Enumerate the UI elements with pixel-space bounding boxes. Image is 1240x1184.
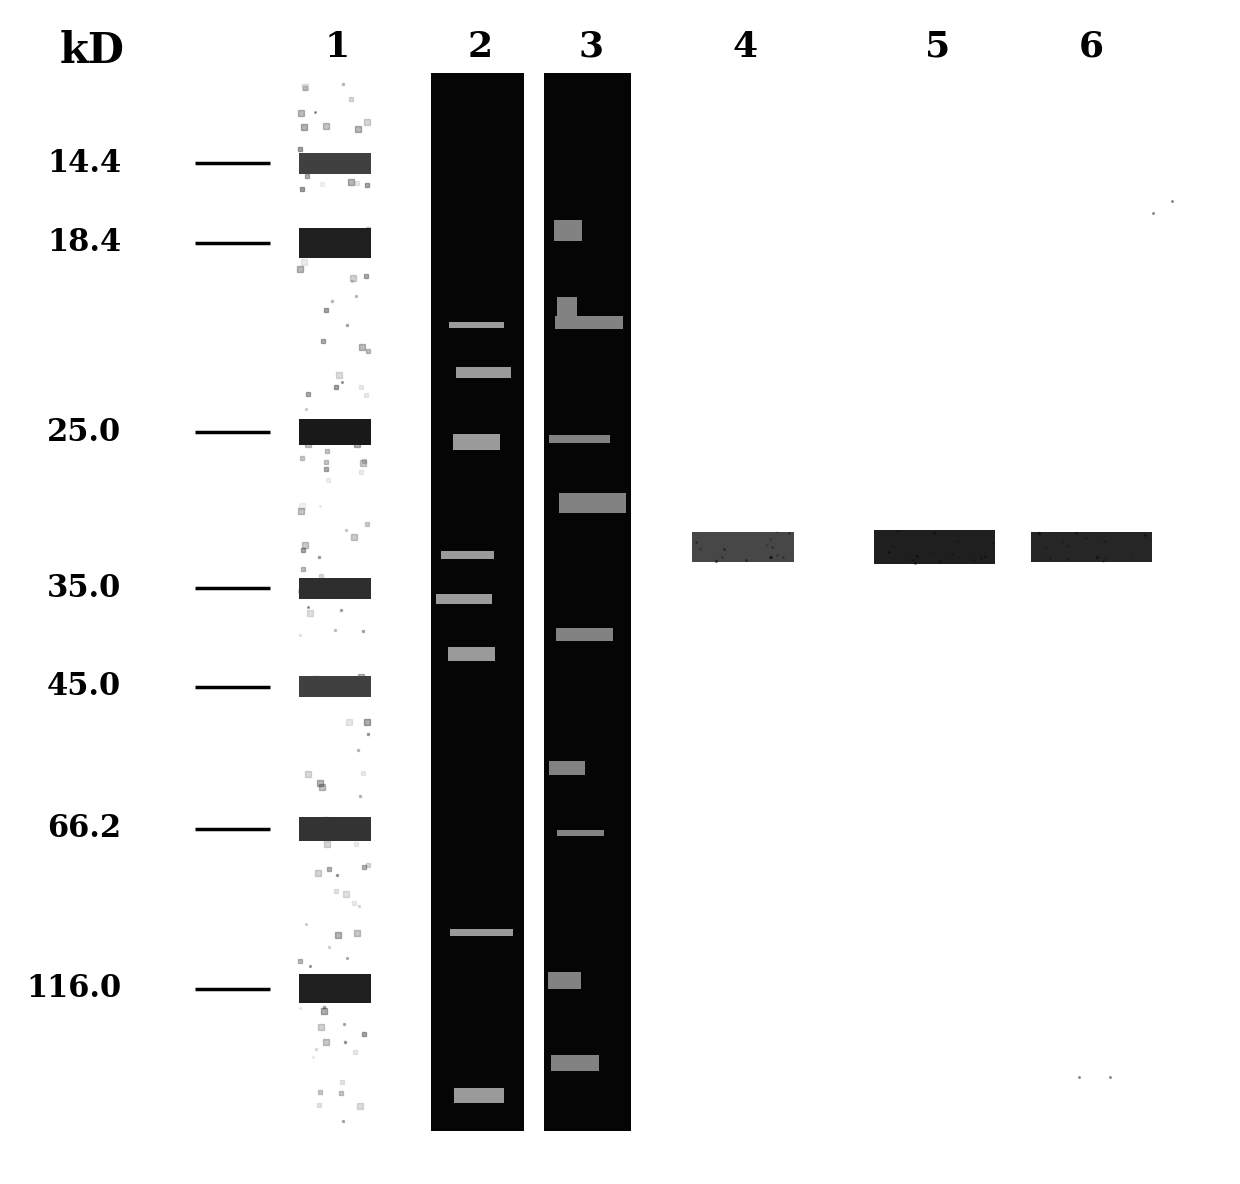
Bar [299, 227, 371, 258]
Bar [559, 494, 626, 513]
Text: 66.2: 66.2 [47, 813, 122, 844]
Bar [556, 629, 613, 642]
Bar [299, 419, 371, 445]
Text: 6: 6 [1079, 30, 1105, 64]
Bar [449, 322, 505, 328]
Text: 35.0: 35.0 [47, 573, 122, 604]
Bar [299, 578, 371, 599]
Bar [558, 297, 577, 316]
Bar [692, 532, 794, 561]
Text: 14.4: 14.4 [47, 148, 122, 179]
Bar [556, 316, 624, 329]
Bar [299, 973, 371, 1004]
Bar [558, 830, 604, 836]
Bar [454, 433, 501, 450]
Bar [450, 928, 513, 937]
Bar [548, 972, 580, 989]
Text: 2: 2 [467, 30, 492, 64]
Bar [551, 1055, 599, 1070]
Bar [436, 593, 492, 604]
Bar [299, 817, 371, 841]
Text: 116.0: 116.0 [26, 973, 122, 1004]
Text: 25.0: 25.0 [47, 417, 122, 448]
Bar [454, 1088, 503, 1103]
Text: 3: 3 [578, 30, 604, 64]
Bar [299, 153, 371, 174]
Bar [549, 435, 610, 443]
Text: kD: kD [60, 30, 124, 71]
Bar [1032, 532, 1152, 562]
Bar [432, 73, 523, 1131]
Text: 4: 4 [733, 30, 758, 64]
Bar [544, 73, 631, 1131]
Bar [548, 761, 585, 774]
Text: 45.0: 45.0 [47, 671, 122, 702]
Text: 1: 1 [325, 30, 350, 64]
Text: 18.4: 18.4 [47, 227, 122, 258]
Bar [441, 551, 494, 559]
Bar [554, 220, 582, 240]
Text: 5: 5 [925, 30, 950, 64]
Bar [456, 367, 511, 378]
Bar [448, 648, 495, 661]
Bar [874, 530, 996, 564]
Bar [299, 676, 371, 697]
